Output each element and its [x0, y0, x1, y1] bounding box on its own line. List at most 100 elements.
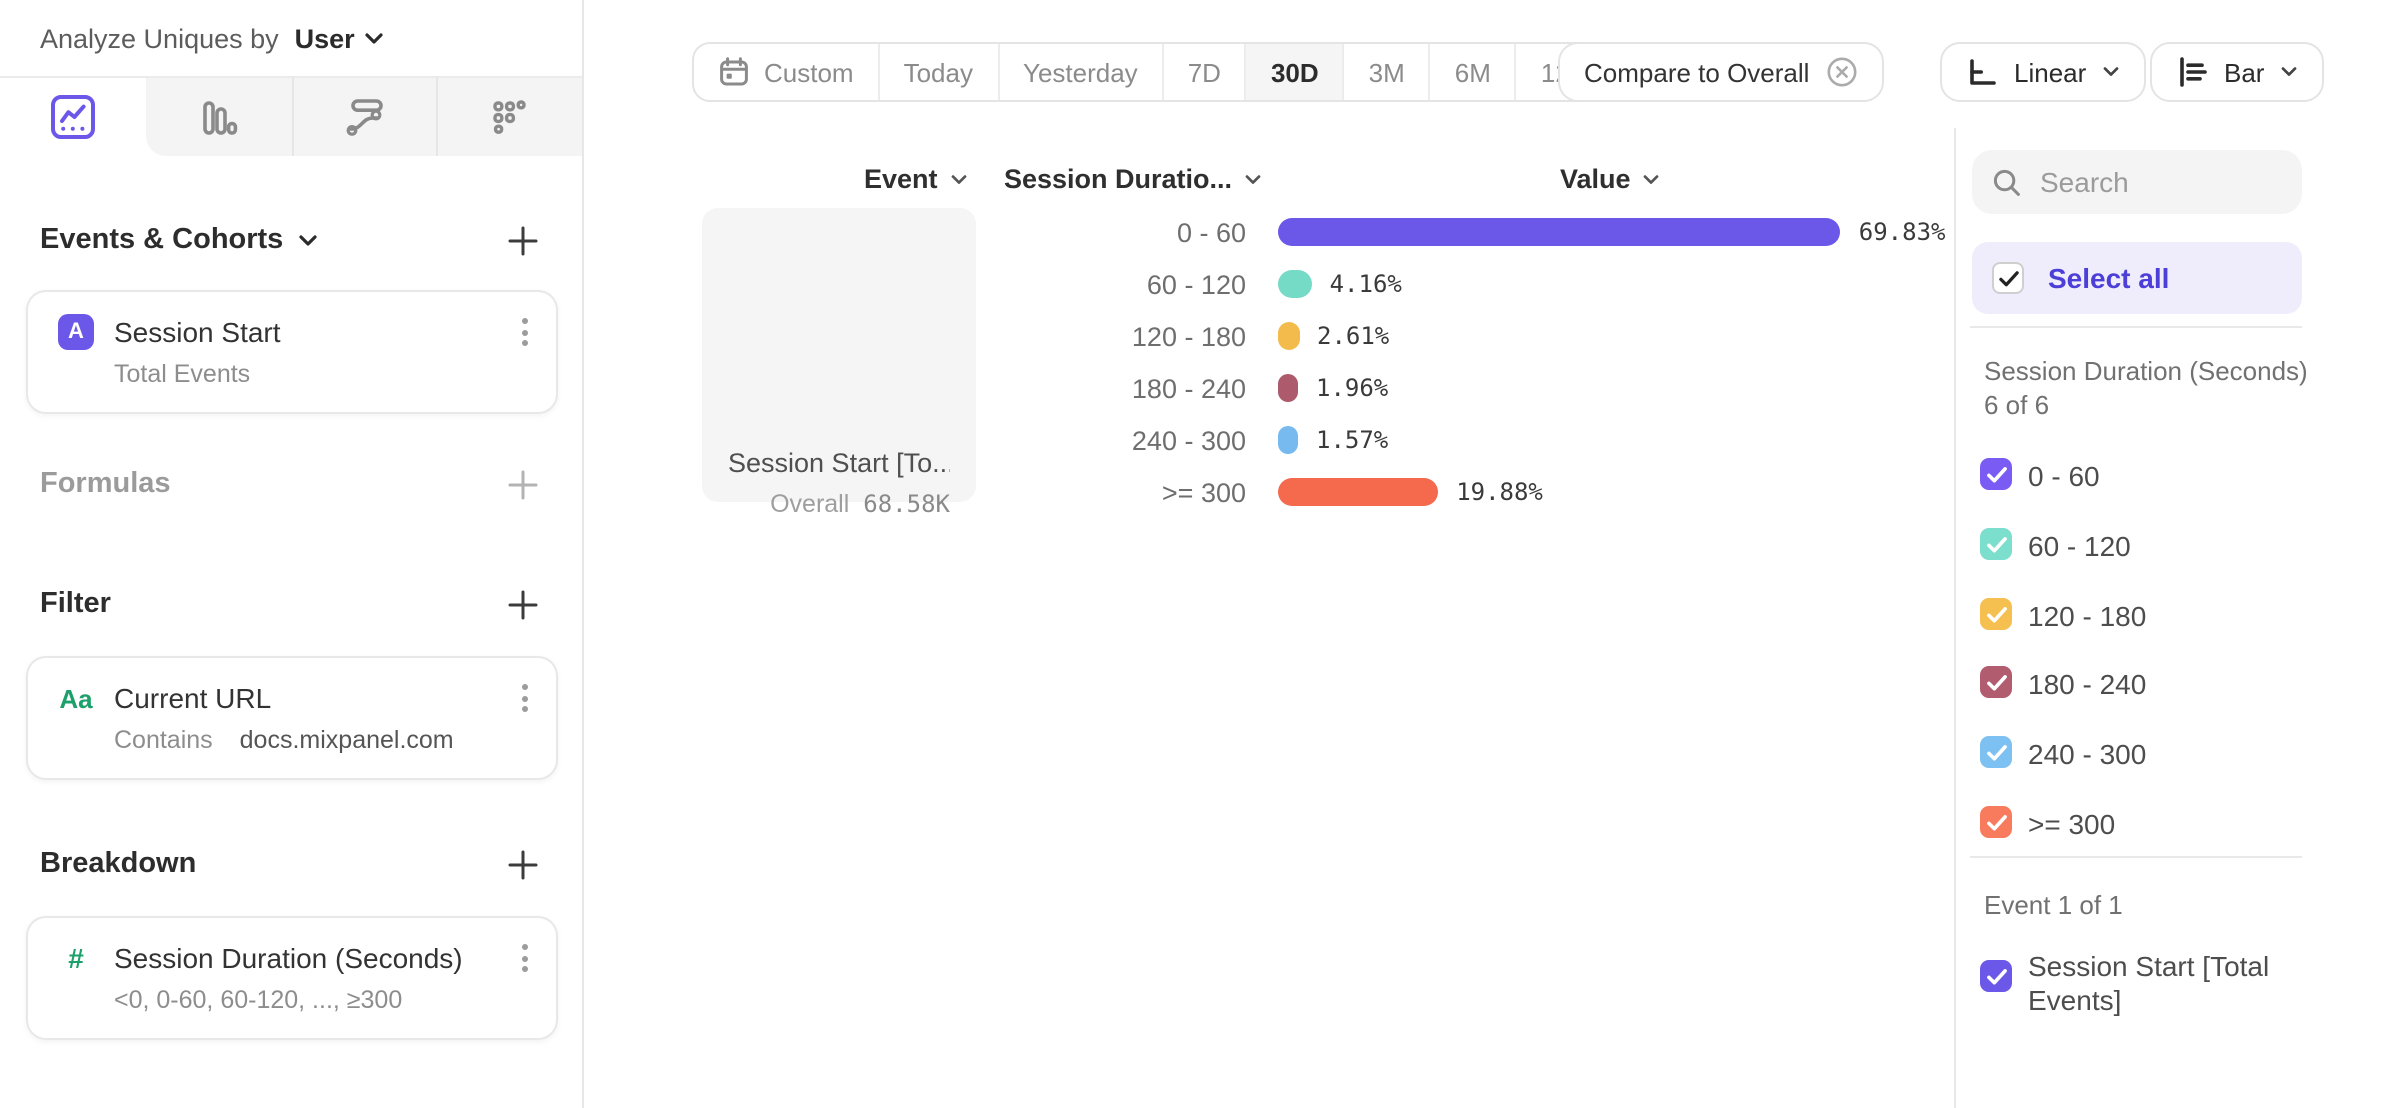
check-icon — [1986, 536, 2006, 552]
legend-item-label: 60 - 120 — [2028, 529, 2131, 561]
date-range-7d[interactable]: 7D — [1161, 44, 1245, 100]
search-icon — [1993, 168, 2020, 195]
bar-120-180[interactable] — [1278, 322, 1299, 350]
filter-card-condition[interactable]: Contains docs.mixpanel.com — [114, 726, 524, 754]
add-event-button[interactable] — [508, 225, 538, 255]
horizontal-bar-icon — [2180, 57, 2207, 87]
breakdown-card-session-duration[interactable]: # Session Duration (Seconds) <0, 0-60, 6… — [26, 916, 558, 1040]
analyze-value-dropdown[interactable]: User — [294, 23, 355, 53]
bar-row: 180 - 240 1.96% — [1014, 368, 1388, 408]
filter-card-menu-button[interactable] — [518, 680, 532, 716]
bar-180-240[interactable] — [1278, 374, 1298, 402]
bar-chart-icon — [203, 100, 238, 134]
legend-item-gte-300[interactable]: >= 300 — [1980, 806, 2284, 841]
text-property-icon: Aa — [59, 683, 93, 713]
check-icon — [1986, 814, 2006, 830]
event-row-cell[interactable]: Session Start [To... Overall 68.58K — [702, 208, 976, 518]
checkbox-checked[interactable] — [1980, 666, 2012, 698]
chevron-down-icon — [951, 174, 966, 183]
date-range-3m[interactable]: 3M — [1342, 44, 1429, 100]
chart-style-dropdown[interactable]: Bar — [2150, 42, 2325, 102]
bar-value-label: 2.61% — [1317, 322, 1390, 350]
checkbox-checked[interactable] — [1980, 806, 2012, 838]
bar-category-label: 180 - 240 — [1131, 373, 1246, 403]
legend-item-label: 240 - 300 — [2028, 737, 2147, 769]
select-all-checkbox[interactable] — [1992, 262, 2024, 294]
bar-row: 60 - 120 4.16% — [1014, 264, 1402, 304]
chevron-down-icon — [1644, 174, 1659, 183]
date-range-control: Custom Today Yesterday 7D 30D 3M 6M 12M — [692, 42, 1618, 102]
search-input[interactable] — [2040, 166, 2260, 198]
analyze-label: Analyze Uniques by — [40, 23, 279, 53]
filter-card-current-url[interactable]: Aa Current URL Contains docs.mixpanel.co… — [26, 656, 558, 780]
checkbox-checked[interactable] — [1980, 960, 2012, 992]
bar-gte-300[interactable] — [1278, 478, 1439, 506]
column-header-event[interactable]: Event — [864, 164, 968, 194]
retention-grid-icon — [493, 99, 526, 133]
event-row-overall: Overall 68.58K — [770, 490, 950, 518]
bar-category-label: 240 - 300 — [1131, 425, 1246, 455]
column-header-breakdown[interactable]: Session Duratio... — [1004, 164, 1262, 194]
events-cohorts-title[interactable]: Events & Cohorts — [40, 224, 317, 256]
legend-item-0-60[interactable]: 0 - 60 — [1980, 458, 2284, 493]
filter-header: Filter — [0, 588, 582, 620]
date-range-30d[interactable]: 30D — [1244, 44, 1343, 100]
compare-to-overall-chip[interactable]: Compare to Overall — [1558, 42, 1884, 102]
check-icon — [1986, 744, 2006, 760]
date-range-today[interactable]: Today — [877, 44, 997, 100]
add-filter-button[interactable] — [508, 589, 538, 619]
checkbox-checked[interactable] — [1980, 598, 2012, 630]
tab-flows[interactable] — [291, 78, 437, 156]
insights-line-chart-icon — [50, 95, 95, 139]
bar-60-120[interactable] — [1278, 270, 1312, 298]
check-icon — [1986, 606, 2006, 622]
bar-0-60[interactable] — [1278, 218, 1841, 246]
legend-item-120-180[interactable]: 120 - 180 — [1980, 598, 2284, 633]
formulas-header: Formulas — [0, 468, 582, 500]
legend-item-180-240[interactable]: 180 - 240 — [1980, 666, 2284, 701]
breakdown-card-title: Session Duration (Seconds) — [114, 942, 463, 974]
flows-icon — [346, 99, 383, 136]
event-card-menu-button[interactable] — [518, 314, 532, 350]
legend-item-session-start[interactable]: Session Start [Total Events] — [1980, 948, 2284, 1017]
bar-category-label: >= 300 — [1161, 477, 1246, 507]
checkbox-checked[interactable] — [1980, 528, 2012, 560]
breakdown-card-buckets[interactable]: <0, 0-60, 60-120, ..., ≥300 — [114, 986, 403, 1014]
overall-value: 68.58K — [863, 490, 950, 518]
overall-label: Overall — [770, 490, 850, 518]
linear-axis-icon — [1970, 59, 1996, 85]
chevron-down-icon — [1245, 174, 1261, 183]
legend-search[interactable] — [1972, 150, 2302, 214]
add-formula-button[interactable] — [508, 469, 538, 499]
tab-insights-line-chart[interactable] — [0, 78, 146, 156]
legend-item-label: Session Start [Total Events] — [2028, 949, 2270, 1015]
date-range-yesterday[interactable]: Yesterday — [997, 44, 1162, 100]
checkbox-checked[interactable] — [1980, 736, 2012, 768]
checkbox-checked[interactable] — [1980, 458, 2012, 490]
column-header-value[interactable]: Value — [1560, 164, 1661, 194]
date-range-6m[interactable]: 6M — [1428, 44, 1515, 100]
check-icon — [1998, 270, 2018, 286]
select-all-row[interactable]: Select all — [1972, 242, 2302, 314]
tab-retention[interactable] — [436, 78, 582, 156]
bar-value-label: 1.57% — [1316, 426, 1389, 454]
legend-item-label: 180 - 240 — [2028, 667, 2147, 699]
breakdown-card-menu-button[interactable] — [518, 940, 532, 976]
axis-scale-dropdown[interactable]: Linear — [1940, 42, 2147, 102]
legend-item-label: 120 - 180 — [2028, 599, 2147, 631]
select-all-label: Select all — [2048, 262, 2170, 294]
legend-item-60-120[interactable]: 60 - 120 — [1980, 528, 2284, 563]
filter-card-title: Current URL — [114, 682, 272, 714]
breakdown-title: Breakdown — [40, 848, 197, 880]
event-card-subtitle[interactable]: Total Events — [114, 360, 251, 388]
date-range-custom[interactable]: Custom — [694, 44, 878, 100]
check-icon — [1986, 466, 2006, 482]
remove-compare-icon[interactable] — [1825, 56, 1857, 88]
add-breakdown-button[interactable] — [508, 849, 538, 879]
chevron-down-icon — [2282, 67, 2297, 76]
legend-item-label: >= 300 — [2028, 807, 2116, 839]
tab-bar-chart[interactable] — [145, 78, 291, 156]
legend-item-240-300[interactable]: 240 - 300 — [1980, 736, 2284, 771]
bar-240-300[interactable] — [1278, 426, 1298, 454]
event-card-session-start[interactable]: A Session Start Total Events — [26, 290, 558, 414]
